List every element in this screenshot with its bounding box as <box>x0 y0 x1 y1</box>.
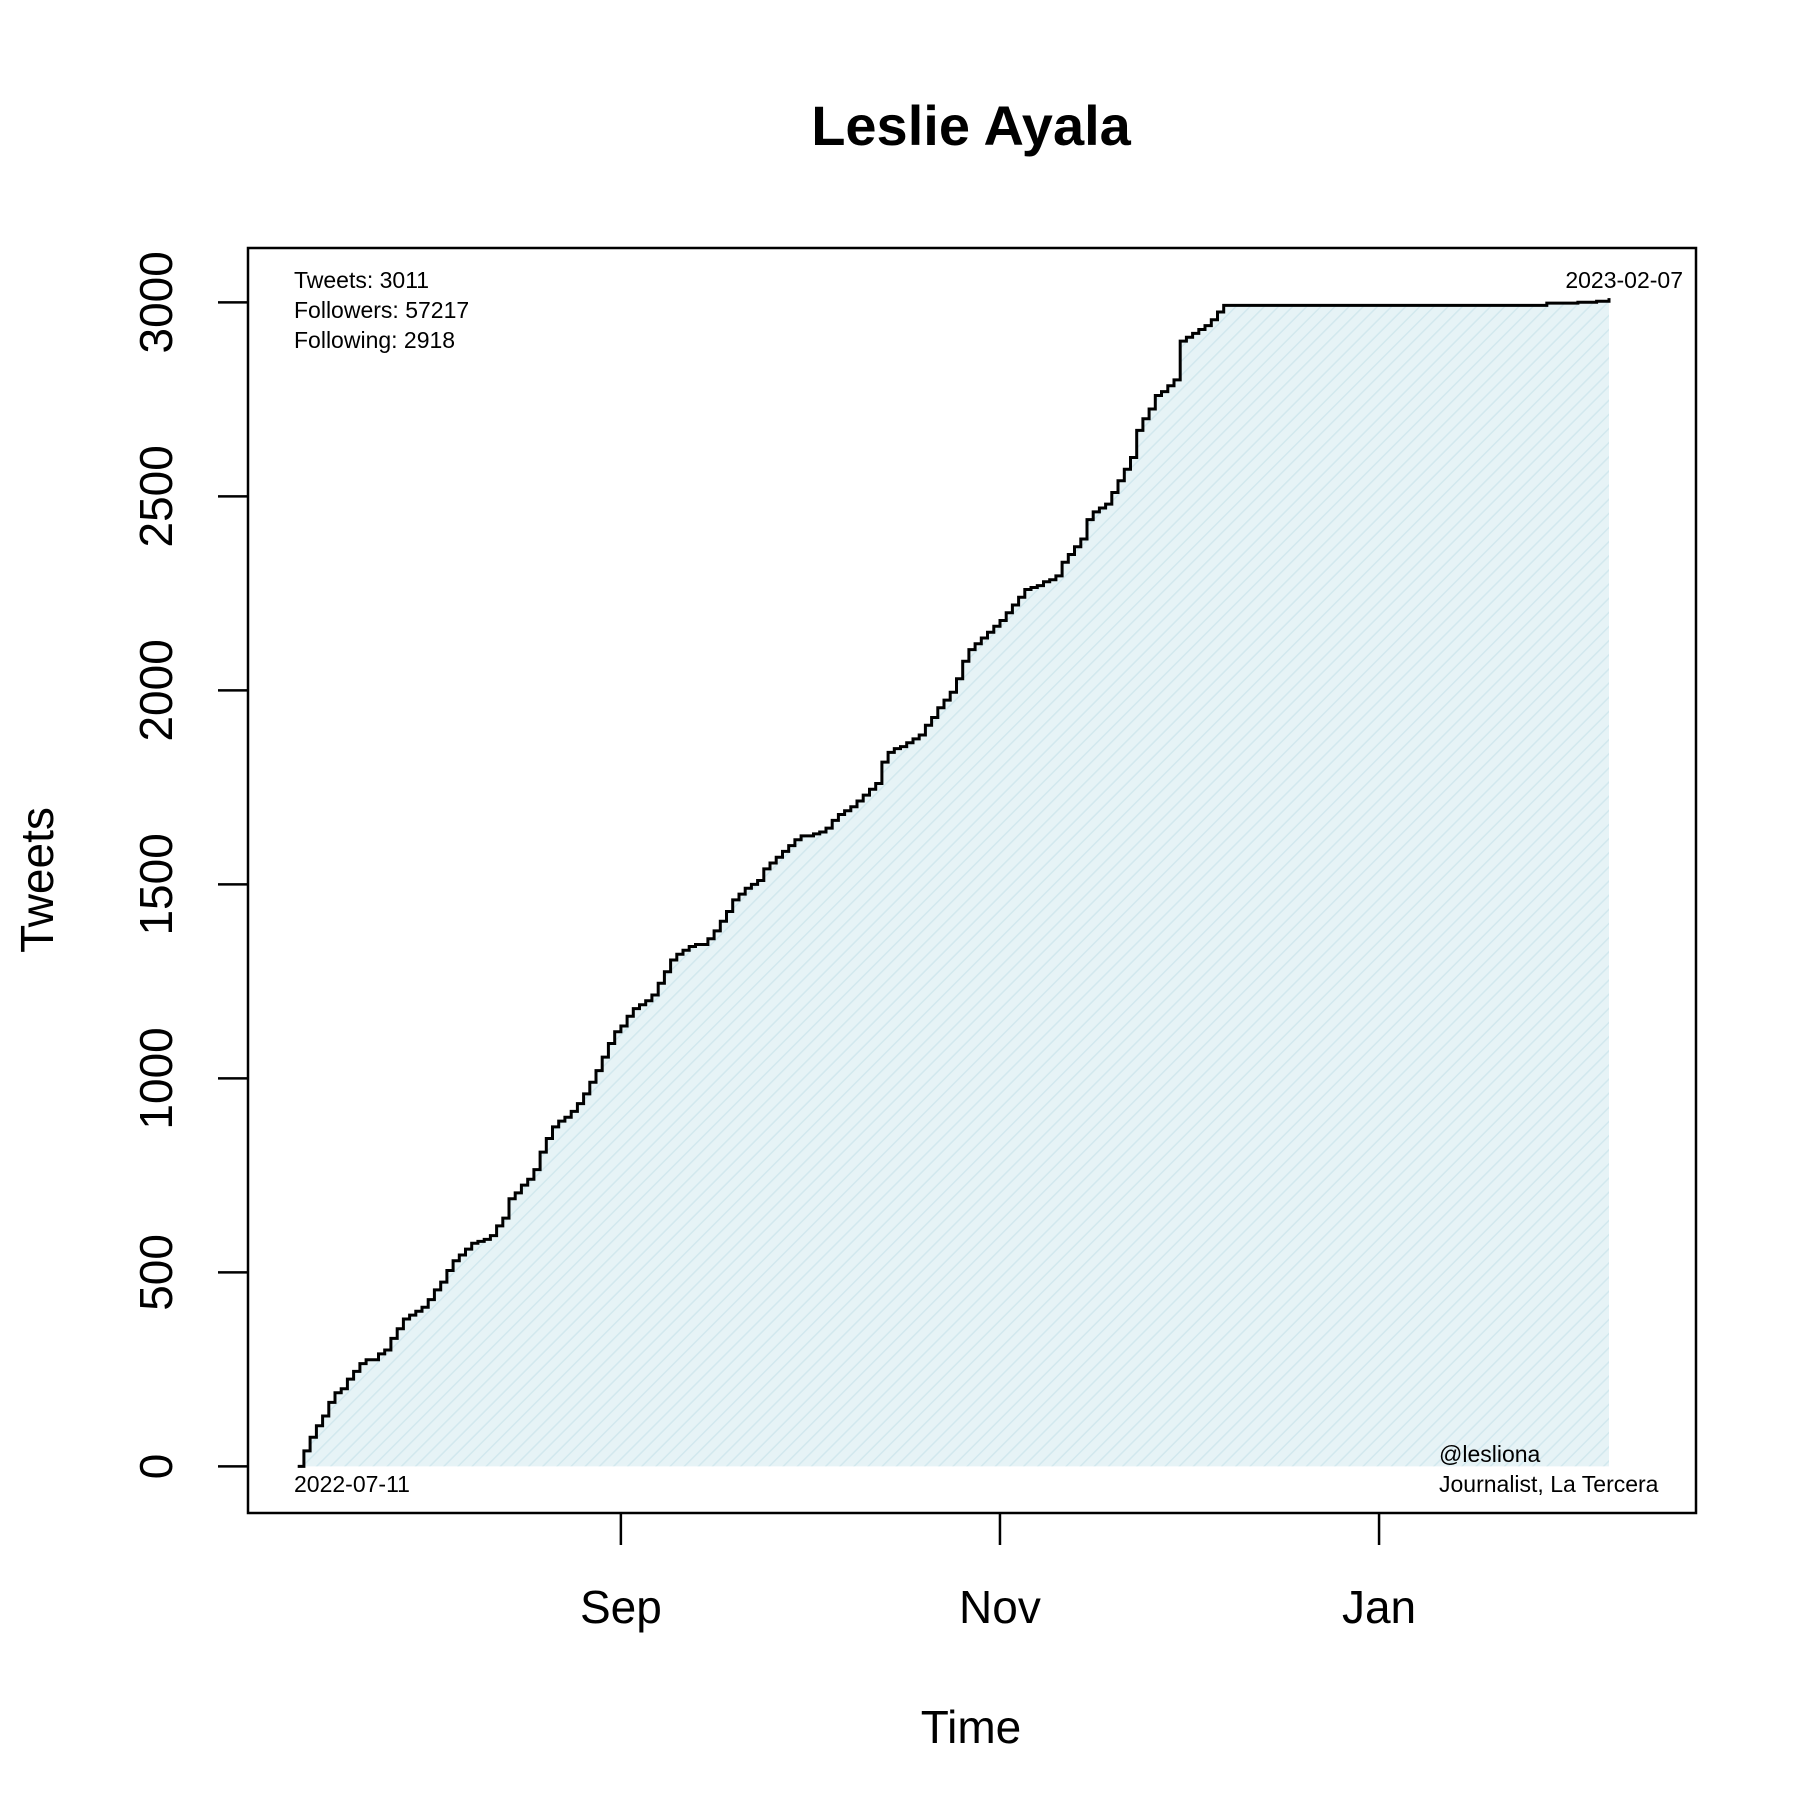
y-axis-title: Tweets <box>11 807 63 953</box>
series-area-fill <box>297 298 1610 1467</box>
stats-block: Tweets: 3011 Followers: 57217 Following:… <box>294 267 469 353</box>
bio-label: Journalist, La Tercera <box>1439 1471 1659 1497</box>
chart-title: Leslie Ayala <box>811 94 1131 157</box>
series-line <box>297 298 1611 1468</box>
x-tick-label-jan: Jan <box>1342 1581 1416 1633</box>
plot-area <box>297 298 1611 1468</box>
end-date-label: 2023-02-07 <box>1565 267 1683 293</box>
handle-label: @lesliona <box>1439 1441 1541 1467</box>
y-tick-label-3000: 3000 <box>130 251 182 353</box>
y-tick-label-1000: 1000 <box>130 1027 182 1129</box>
y-tick-label-0: 0 <box>130 1454 182 1480</box>
stat-following: Following: 2918 <box>294 327 455 353</box>
x-tick-label-sep: Sep <box>580 1581 662 1633</box>
y-tick-label-500: 500 <box>130 1234 182 1311</box>
x-tick-label-nov: Nov <box>959 1581 1041 1633</box>
stat-followers: Followers: 57217 <box>294 297 469 323</box>
stat-tweets: Tweets: 3011 <box>294 267 429 293</box>
x-axis: Sep Nov Jan <box>580 1513 1416 1633</box>
x-axis-title: Time <box>921 1701 1022 1753</box>
start-date-label: 2022-07-11 <box>294 1471 410 1497</box>
y-tick-label-1500: 1500 <box>130 833 182 935</box>
y-tick-label-2500: 2500 <box>130 445 182 547</box>
y-axis: 0 500 1000 1500 2000 2500 3000 <box>130 251 248 1479</box>
y-tick-label-2000: 2000 <box>130 639 182 741</box>
plot-frame <box>246 246 1698 1515</box>
